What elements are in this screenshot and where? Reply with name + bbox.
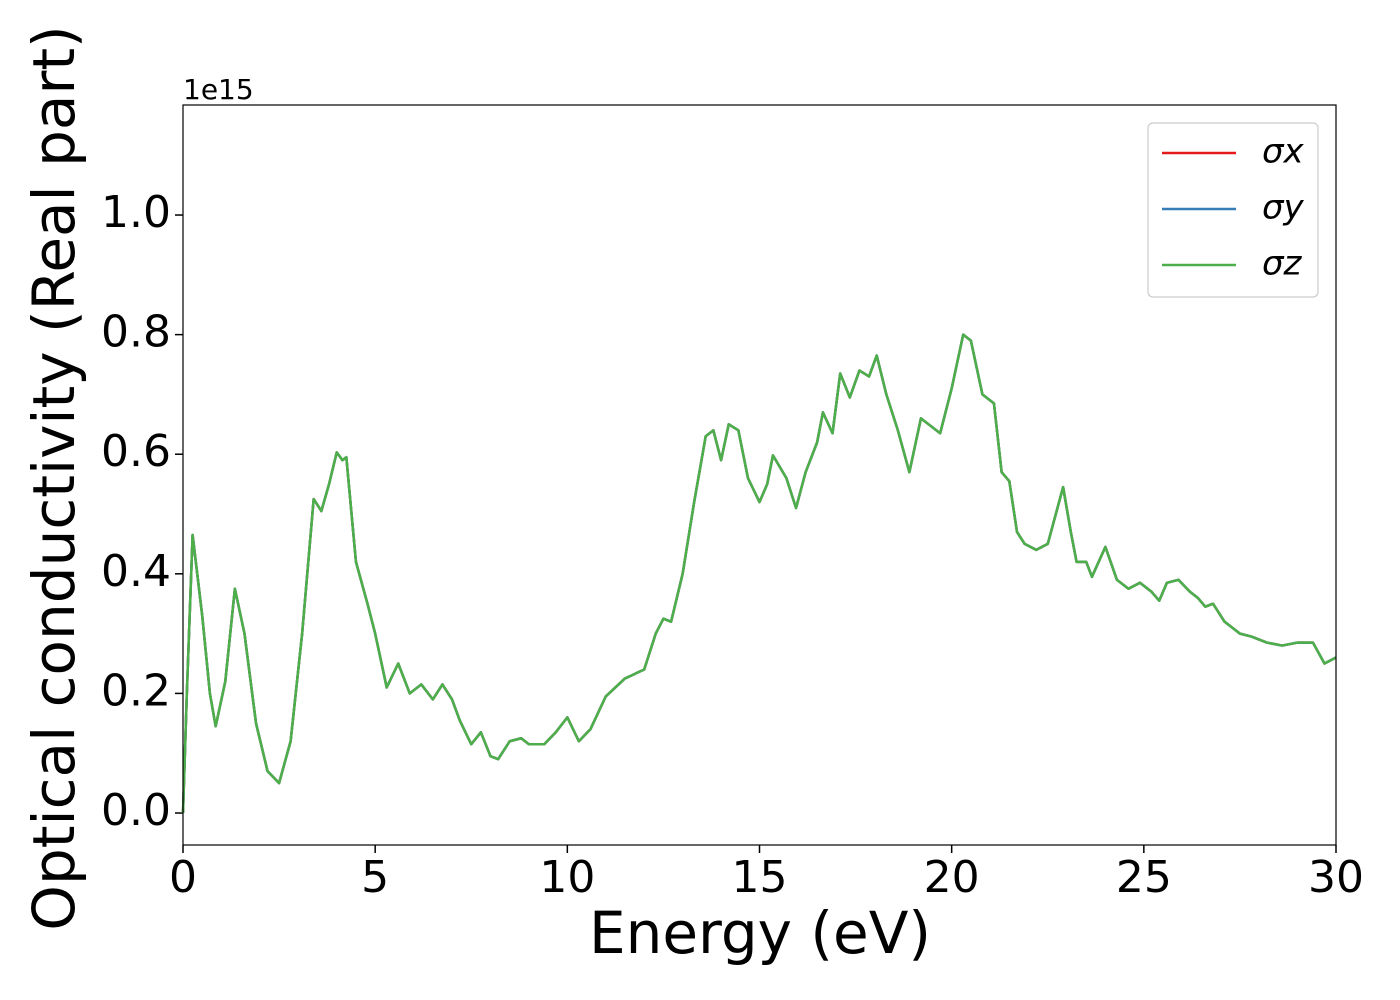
x-tick-label: 0 [169,852,197,903]
y-axis-label: Optical conductivity (Real part) [20,25,88,930]
x-tick-label: 15 [732,852,788,903]
y-tick-label: 1.0 [101,187,171,238]
x-tick-label: 5 [361,852,389,903]
x-tick-label: 20 [924,852,980,903]
series-line [181,333,1337,814]
y-tick-label: 0.2 [101,665,171,716]
x-tick-label: 30 [1308,852,1364,903]
series-line [181,333,1337,814]
offset-label: 1e15 [183,73,254,106]
y-tick-label: 0.4 [101,546,171,597]
x-tick-label: 10 [539,852,595,903]
series-line [181,333,1337,814]
legend-label: σz [1262,244,1303,284]
y-tick-label: 0.0 [101,785,171,836]
y-tick-label: 0.6 [101,426,171,477]
y-tick-label: 0.8 [101,307,171,358]
x-tick-label: 25 [1116,852,1172,903]
legend-label: σx [1262,132,1305,172]
x-axis-label: Energy (eV) [589,899,931,967]
legend-label: σy [1262,188,1305,228]
plot-frame [182,104,1337,846]
